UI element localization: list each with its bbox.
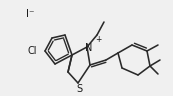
Text: Cl: Cl xyxy=(27,46,37,56)
Text: +: + xyxy=(95,36,101,45)
Text: S: S xyxy=(76,84,82,94)
Text: I⁻: I⁻ xyxy=(26,9,34,19)
Text: N: N xyxy=(85,43,93,53)
